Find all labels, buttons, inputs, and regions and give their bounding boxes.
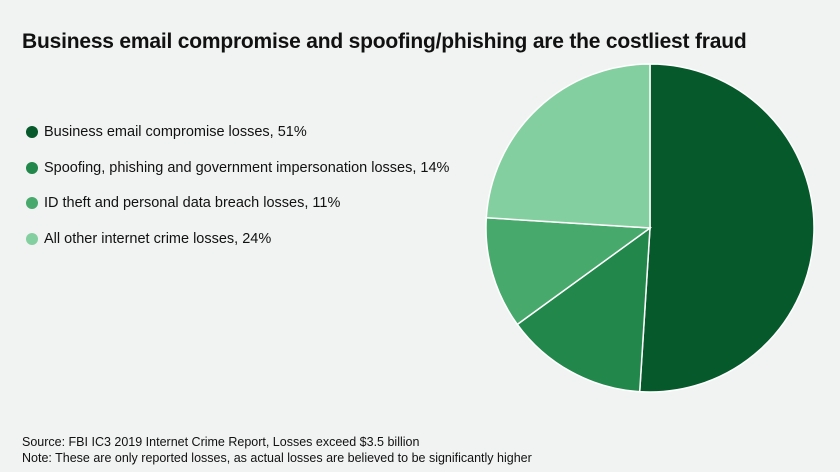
legend-label: ID theft and personal data breach losses… xyxy=(44,195,341,211)
legend-label: All other internet crime losses, 24% xyxy=(44,230,272,247)
chart-footer: Source: FBI IC3 2019 Internet Crime Repo… xyxy=(22,434,532,466)
legend-item: Spoofing, phishing and government impers… xyxy=(26,157,449,179)
pie-chart-area xyxy=(480,60,820,400)
legend-label: Spoofing, phishing and government impers… xyxy=(44,159,450,176)
legend-swatch xyxy=(26,197,38,209)
pie-slice-1 xyxy=(516,226,651,393)
legend-swatch xyxy=(26,232,38,245)
legend-item: All other internet crime losses, 24% xyxy=(26,228,449,250)
footnote: Note: These are only reported losses, as… xyxy=(22,451,532,465)
legend-item: Business email compromise losses, 51% xyxy=(26,121,449,143)
source-note: Source: FBI IC3 2019 Internet Crime Repo… xyxy=(22,435,420,449)
pie-slice-0 xyxy=(638,63,815,393)
legend-label: Business email compromise losses, 51% xyxy=(44,124,307,140)
legend-swatch xyxy=(26,126,38,138)
chart-title: Business email compromise and spoofing/p… xyxy=(22,30,747,53)
pie-slice-2 xyxy=(485,216,653,326)
pie-slice-3 xyxy=(485,63,651,229)
pie-chart xyxy=(485,63,815,393)
legend: Business email compromise losses, 51% Sp… xyxy=(26,121,449,263)
legend-item: ID theft and personal data breach losses… xyxy=(26,192,449,214)
legend-swatch xyxy=(26,161,38,174)
